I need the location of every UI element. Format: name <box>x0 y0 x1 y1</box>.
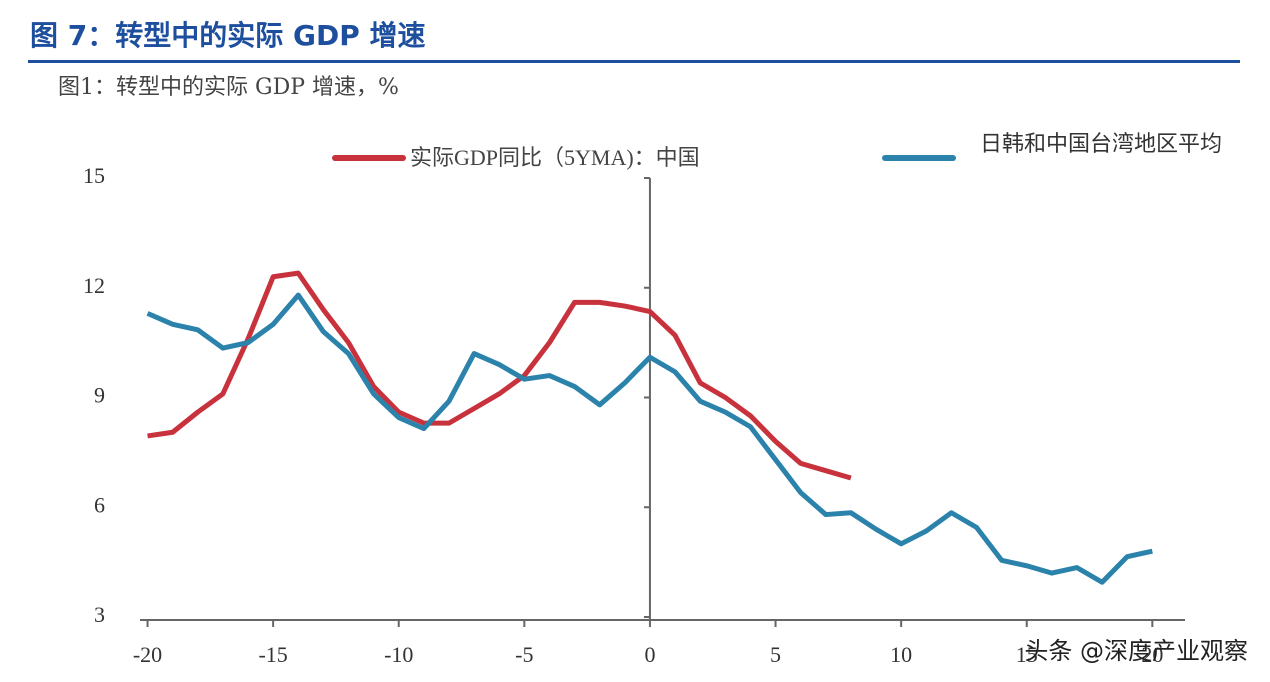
x-tick-label: 0 <box>644 642 655 667</box>
legend-label: 日韩和中国台湾地区平均 <box>980 132 1223 157</box>
x-tick-label: 10 <box>890 642 912 667</box>
x-tick-label: -5 <box>515 642 533 667</box>
y-tick-label: 3 <box>94 602 105 627</box>
y-tick-label: 6 <box>94 492 105 517</box>
y-tick-label: 15 <box>83 163 105 188</box>
x-tick-label: -15 <box>258 642 287 667</box>
series-line <box>146 292 1153 585</box>
x-tick-label: -20 <box>133 642 162 667</box>
title-rule <box>28 60 1240 63</box>
legend-label: 实际GDP同比（5YMA)：中国 <box>410 145 700 170</box>
x-tick-label: -10 <box>384 642 413 667</box>
series-line <box>147 270 852 481</box>
watermark: 头条 @深度产业观察 <box>1024 637 1248 665</box>
x-tick-label: 15 <box>1016 642 1038 667</box>
x-tick-label: 20 <box>1141 642 1163 667</box>
x-tick-label: 5 <box>770 642 781 667</box>
page-title: 图 7：转型中的实际 GDP 增速 <box>30 19 426 52</box>
y-tick-label: 9 <box>94 383 105 408</box>
y-tick-label: 12 <box>83 273 105 298</box>
chart-title: 图1：转型中的实际 GDP 增速，% <box>58 75 399 100</box>
